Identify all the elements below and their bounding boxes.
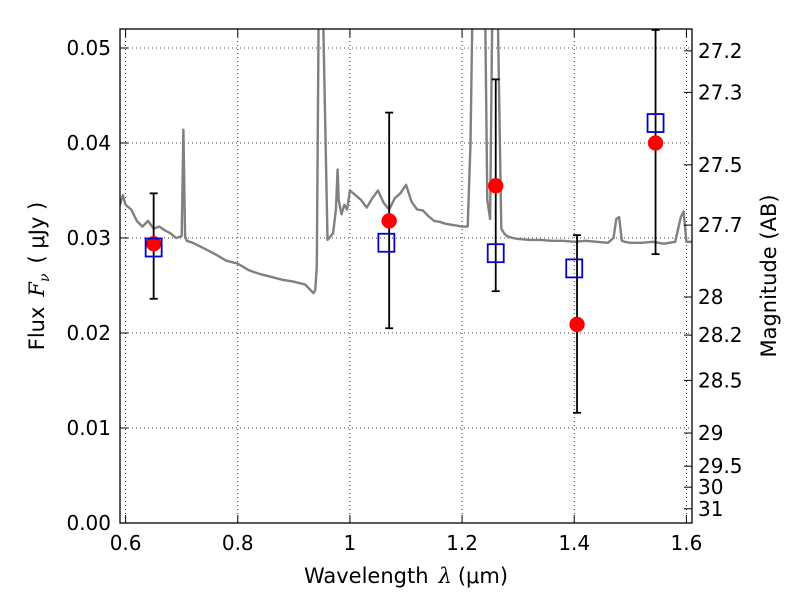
x-axis-label-math: λ (438, 564, 452, 588)
x-axis-label-unit: (μm) (458, 564, 508, 588)
model-photometry-points (144, 113, 665, 279)
magnitude-tick-label: 30 (698, 475, 723, 499)
x-tick-label: 1.4 (558, 531, 590, 555)
x-tick-label: 1 (344, 531, 357, 555)
y-tick-label: 0.02 (66, 321, 111, 345)
model-photometry-point (144, 237, 163, 258)
y-axis-label-sub: ν (37, 273, 53, 282)
observed-point (487, 178, 504, 194)
y-axis-label-text: Flux (25, 307, 49, 351)
y-axis-label-math: F (25, 281, 49, 298)
model-spectrum-line (120, 29, 692, 295)
model-photometry-point (646, 113, 665, 133)
y-tick-label: 0.04 (66, 131, 111, 155)
x-tick-label: 0.6 (110, 531, 142, 555)
plot-frame (119, 28, 693, 524)
magnitude-tick-label: 27.2 (698, 39, 743, 63)
y-axis-label-unit: ( μJy ) (25, 202, 49, 264)
observed-point (647, 135, 664, 151)
y-tick-label: 0.03 (66, 226, 111, 250)
model-photometry-point (486, 243, 505, 264)
magnitude-tick-label: 28.2 (698, 323, 743, 347)
y-tick-label: 0.00 (66, 511, 111, 535)
magnitude-tick-label: 27.7 (698, 213, 743, 237)
model-photometry-point (565, 258, 584, 279)
magnitude-tick-label: 27.5 (698, 153, 743, 177)
magnitude-tick-label: 31 (698, 497, 723, 521)
magnitude-tick-label: 28.5 (698, 368, 743, 392)
observed-point (569, 316, 585, 333)
y-tick-label: 0.05 (66, 36, 111, 60)
observed-point (381, 213, 397, 229)
magnitude-tick-label: 29 (698, 421, 723, 445)
y-axis-label: Flux Fν ( μJy ) (25, 202, 53, 350)
magnitude-tick-label: 28 (698, 285, 723, 309)
y-ticks: 0.00 0.01 0.02 0.03 0.04 0.05 (66, 36, 128, 535)
x-tick-label: 0.8 (222, 531, 254, 555)
x-ticks: 0.6 0.8 1 1.2 1.4 1.6 (110, 29, 702, 555)
right-axis-label: Magnitude (AB) (757, 194, 781, 357)
magnitude-tick-label: 29.5 (698, 454, 743, 478)
magnitude-tick-label: 27.3 (698, 80, 743, 104)
model-spectrum (120, 29, 692, 295)
x-axis-label: Wavelength λ (μm) (304, 564, 508, 588)
x-axis-label-text: Wavelength (304, 564, 429, 588)
model-photometry-point (377, 232, 396, 253)
x-tick-label: 1.6 (670, 531, 702, 555)
x-tick-label: 1.2 (446, 531, 478, 555)
y-tick-label: 0.01 (66, 416, 111, 440)
